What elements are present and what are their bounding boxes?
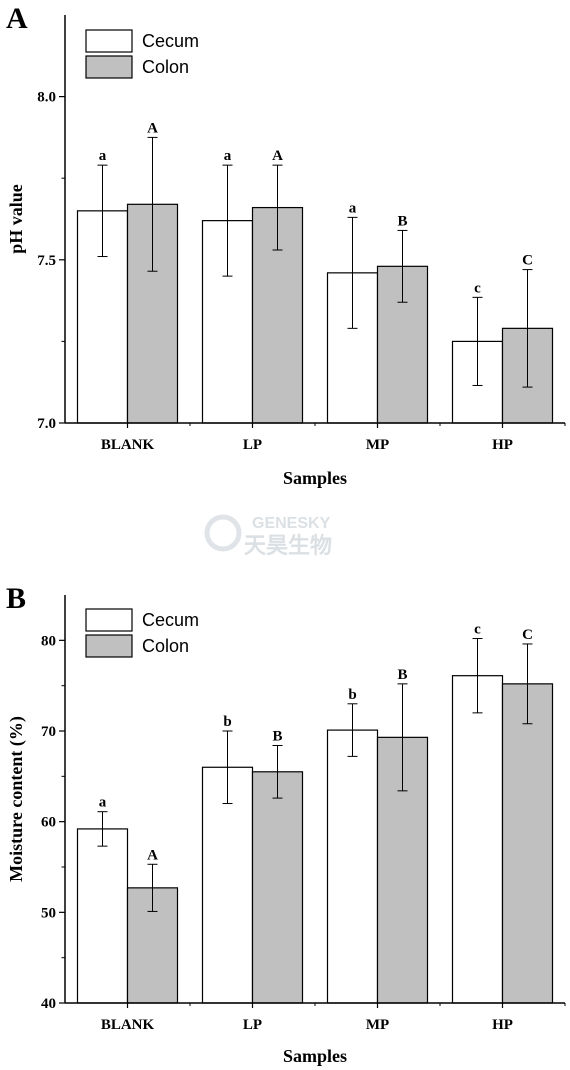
significance-letter: b (348, 687, 356, 703)
x-tick-label: MP (366, 437, 389, 453)
y-tick-label: 7.0 (37, 416, 56, 432)
y-tick-label: 8.0 (37, 90, 56, 106)
significance-letter: a (224, 148, 232, 164)
significance-letter: C (522, 627, 533, 643)
panel-letter: B (6, 582, 26, 615)
x-tick-label: BLANK (101, 1017, 155, 1033)
legend-swatch-colon (85, 55, 133, 79)
watermark: GENESKY 天昊生物 (204, 514, 332, 558)
y-axis-title: pH value (6, 184, 26, 254)
legend-swatch-cecum (85, 608, 133, 632)
y-tick-label: 40 (41, 996, 56, 1012)
x-tick-label: HP (492, 1017, 513, 1033)
x-tick-label: BLANK (101, 437, 155, 453)
significance-letter: a (99, 148, 107, 164)
y-tick-label: 50 (41, 905, 56, 921)
bar-b-cecum-hp (451, 675, 504, 1004)
bar-b-cecum-blank (76, 828, 129, 1004)
x-tick-label: LP (243, 1017, 262, 1033)
watermark-logo-icon (204, 514, 242, 552)
legend-label-colon: Colon (142, 57, 189, 77)
bar-b-cecum-mp (326, 729, 379, 1004)
panel-letter: A (6, 2, 28, 35)
significance-letter: c (474, 622, 481, 638)
y-tick-label: 60 (41, 815, 56, 831)
significance-letter: A (147, 120, 158, 136)
panel-b-chart: Ba b b c A B B C 40 50 60 70 80 BLANK LP MP HP Samples Moi… (6, 582, 566, 1066)
significance-letter: B (272, 729, 282, 745)
watermark-brand: GENESKY (252, 515, 331, 532)
significance-letter: a (349, 200, 357, 216)
bar-b-colon-lp (251, 771, 304, 1004)
significance-letter: a (99, 795, 107, 811)
x-axis-title: Samples (283, 468, 347, 488)
legend-swatch-cecum (85, 29, 133, 53)
significance-letter: B (397, 213, 407, 229)
x-axis-title: Samples (283, 1046, 347, 1066)
x-tick-label: HP (492, 437, 513, 453)
bar-b-colon-hp (501, 683, 554, 1004)
significance-letter: B (397, 667, 407, 683)
legend-label-cecum: Cecum (142, 31, 199, 51)
y-tick-label: 7.5 (37, 253, 56, 269)
x-tick-label: MP (366, 1017, 389, 1033)
y-tick-label: 70 (41, 724, 56, 740)
y-tick-label: 80 (41, 633, 56, 649)
significance-letter: A (272, 148, 283, 164)
significance-letter: c (474, 280, 481, 296)
significance-letter: b (223, 714, 231, 730)
legend-label-cecum: Cecum (142, 610, 199, 630)
y-axis-title: Moisture content (%) (6, 716, 27, 882)
legend-label-colon: Colon (142, 636, 189, 656)
significance-letter: C (522, 253, 533, 269)
x-tick-label: LP (243, 437, 262, 453)
watermark-chinese: 天昊生物 (244, 533, 332, 558)
significance-letter: A (147, 847, 158, 863)
bar-b-cecum-lp (201, 766, 254, 1004)
panel-a-chart: Aa a a c A A B C 7.0 7.5 8.0 BLANK LP MP HP Samples pH v… (6, 2, 566, 488)
legend-swatch-colon (85, 634, 133, 658)
